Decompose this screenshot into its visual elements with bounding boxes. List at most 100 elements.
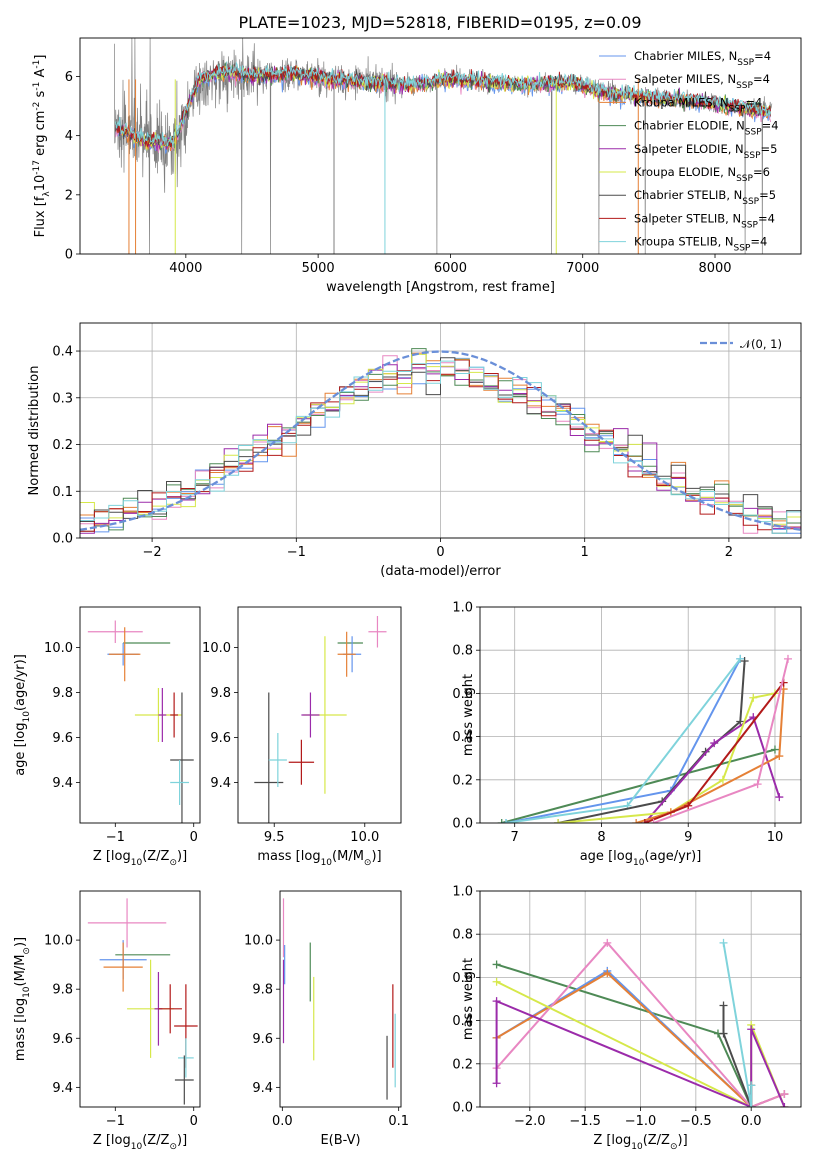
error-bar-point	[368, 616, 387, 648]
y-tick-label: 0.2	[452, 1057, 473, 1072]
data-marker	[775, 793, 784, 802]
y-tick-label: 9.4	[52, 1081, 73, 1096]
x-tick-label: 8	[597, 830, 605, 845]
axes-frame	[79, 606, 201, 824]
legend-label: 𝒩(0, 1)	[740, 337, 782, 351]
data-marker	[780, 1103, 789, 1107]
y-tick-label: 2	[65, 188, 73, 203]
residual-histogram	[80, 360, 801, 534]
y-tick-label: 10.0	[44, 934, 73, 949]
x-axis-label: Z [log10(Z/Z⊙)]	[93, 1133, 187, 1152]
data-marker	[747, 1025, 756, 1034]
data-marker	[719, 938, 728, 947]
x-tick-label: 0	[190, 1114, 198, 1129]
y-tick-label: 4	[65, 129, 73, 144]
error-bar-point	[170, 760, 190, 805]
panel-2: −2 −1 0 1 2 0.0 0.1 0.2 0.3 0.4 (data-model)/error…	[27, 322, 802, 579]
y-tick-label: 1.0	[452, 601, 473, 616]
y-tick-label: 0.4	[452, 730, 473, 745]
y-tick-label: 10.0	[244, 934, 273, 949]
plot-area	[87, 620, 194, 823]
y-tick-label: 9.6	[52, 731, 73, 746]
x-tick-label: 0.0	[272, 1114, 293, 1129]
y-tick-label: 0.3	[52, 391, 73, 406]
legend-label: Salpeter MILES, NSSP=4	[634, 72, 770, 91]
y-tick-label: 1.0	[452, 885, 473, 900]
y-axis-label: mass weight	[461, 674, 476, 756]
axes-frame	[79, 37, 802, 255]
data-marker	[747, 1081, 756, 1090]
y-tick-label: 9.6	[52, 1032, 73, 1047]
data-marker	[780, 1090, 789, 1099]
data-marker	[747, 1103, 756, 1107]
x-tick-label: 10.0	[350, 830, 379, 845]
y-tick-label: 9.8	[210, 686, 231, 701]
y-tick-label: 9.6	[210, 731, 231, 746]
x-tick-label: 1	[581, 545, 589, 560]
x-axis-label: Z [log10(Z/Z⊙)]	[93, 849, 187, 868]
data-marker	[492, 997, 501, 1006]
data-marker	[632, 819, 641, 823]
x-tick-label: 7	[511, 830, 519, 845]
x-axis-label: mass [log10(M/M⊙)]	[257, 849, 381, 868]
data-marker	[710, 739, 719, 748]
y-tick-label: 0.1	[52, 485, 73, 500]
y-tick-label: 0.4	[52, 345, 73, 360]
error-bar-point	[109, 627, 141, 682]
panel-1: 4000 5000 6000 7000 8000 0 2 4 6 wavelength [Angs…	[32, 37, 802, 295]
axes-frame	[79, 890, 201, 1108]
data-marker	[603, 969, 612, 978]
y-tick-label: 9.4	[210, 776, 231, 791]
panel-4: 9.5 10.0 9.4 9.6 9.8 10.0 mass [log10(M/M⊙)]	[202, 606, 402, 868]
data-marker	[719, 1001, 728, 1010]
y-tick-label: 9.4	[52, 776, 73, 791]
chart-title: PLATE=1023, MJD=52818, FIBERID=0195, z=0…	[238, 13, 641, 32]
panel-3: −1 0 9.4 9.6 9.8 10.0 Z [log10(Z/Z⊙)] age [log1…	[13, 606, 201, 868]
y-tick-label: 9.8	[52, 686, 73, 701]
data-marker	[718, 775, 727, 784]
legend: Chabrier MILES, NSSP=4 Salpeter MILES, NS…	[599, 49, 779, 254]
error-bar-point	[87, 898, 167, 948]
error-bar-point	[288, 739, 315, 785]
data-marker	[492, 960, 501, 969]
x-axis-label: age [log10(age/yr)]	[580, 849, 702, 868]
x-tick-label: −1.5	[569, 1114, 601, 1129]
x-axis-label: wavelength [Angstrom, rest frame]	[326, 280, 555, 295]
y-tick-label: 0.6	[452, 687, 473, 702]
model-spectrum-line	[115, 61, 772, 148]
data-marker	[554, 819, 563, 823]
y-tick-label: 0.0	[452, 1101, 473, 1116]
x-tick-label: −2	[143, 545, 162, 560]
x-tick-label: −1	[287, 545, 306, 560]
x-tick-label: 2	[725, 545, 733, 560]
error-bar-point	[158, 688, 167, 742]
error-bar-point	[178, 1038, 194, 1078]
plot-area	[492, 938, 789, 1107]
error-bar-point	[170, 692, 194, 823]
mass-weight-line	[495, 941, 785, 1107]
y-axis-label: mass [log10(M/M⊙)]	[13, 937, 32, 1061]
y-axis-label: age [log10(age/yr)]	[13, 654, 32, 776]
axes-frame	[79, 322, 802, 539]
legend-label: Chabrier STELIB, NSSP=5	[634, 188, 776, 207]
y-tick-label: 6	[65, 70, 73, 85]
x-tick-label: 0.0	[741, 1114, 762, 1129]
x-tick-label: 9.5	[264, 830, 285, 845]
error-bar-point	[158, 984, 182, 1034]
axes-frame	[279, 890, 402, 1108]
y-tick-label: 0.8	[452, 644, 473, 659]
panel-5: 7 8 9 10 0.0 0.2 0.4 0.6 0.8 1.0 age [log10(age/yr…	[452, 601, 802, 868]
x-tick-label: −1	[106, 830, 125, 845]
plot-area	[87, 898, 198, 1105]
data-marker	[502, 819, 511, 823]
panel-8: −2.0 −1.5 −1.0 −0.5 0.0 0.0 0.2 0.4 0.6 0.8 1.0 Z […	[452, 885, 802, 1152]
x-axis-label: (data-model)/error	[380, 564, 501, 579]
error-bar-point	[170, 692, 179, 738]
x-tick-label: 6000	[434, 261, 467, 276]
y-tick-label: 0.8	[452, 928, 473, 943]
x-tick-label: 0	[190, 830, 198, 845]
plot-area	[497, 654, 792, 823]
legend-label: Salpeter STELIB, NSSP=4	[634, 211, 775, 230]
legend-label: Kroupa MILES, NSSP=4	[634, 95, 762, 114]
